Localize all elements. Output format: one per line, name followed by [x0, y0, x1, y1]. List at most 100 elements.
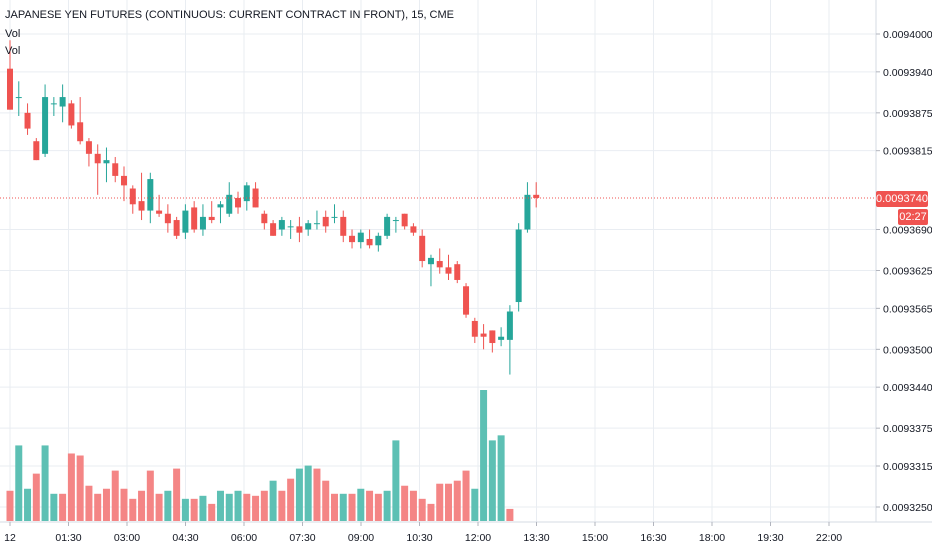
- candle-body: [164, 213, 171, 224]
- candle: [278, 216, 285, 236]
- candle: [42, 84, 49, 157]
- candle: [138, 172, 145, 221]
- candle: [384, 213, 391, 239]
- price-tick-label: 0.0093875: [883, 108, 932, 120]
- candle-body: [77, 122, 84, 142]
- candle: [121, 166, 128, 202]
- volume-bar: [313, 468, 321, 521]
- candle-body: [445, 267, 452, 274]
- volume-bar: [67, 453, 75, 521]
- candle: [454, 261, 461, 284]
- candle-body: [112, 163, 119, 176]
- price-tick-label: 0.0093815: [883, 146, 932, 158]
- candle: [252, 182, 259, 208]
- volume-bar: [383, 490, 391, 521]
- candle-body: [270, 223, 277, 236]
- volume-bar: [392, 440, 400, 521]
- price-tick-label: 0.0093940: [883, 67, 932, 79]
- time-axis[interactable]: 12 01:30 03:00 04:30 06:00 07:30 09:00 10:30 12:…: [4, 522, 842, 544]
- candle: [524, 182, 531, 233]
- volume-bar: [146, 470, 154, 521]
- candle: [515, 223, 522, 312]
- candle-body: [515, 229, 522, 303]
- volume-bar: [32, 473, 40, 521]
- candle-body: [305, 223, 312, 230]
- time-tick-label: 07:30: [289, 532, 315, 544]
- candle: [471, 317, 478, 344]
- volume-bar: [6, 490, 14, 521]
- candle-body: [94, 153, 101, 164]
- candle-body: [524, 194, 531, 230]
- volume-bar: [164, 490, 172, 521]
- volume-bar: [453, 480, 461, 521]
- volume-bar: [199, 495, 207, 521]
- price-tick-label: 0.0093625: [883, 266, 932, 278]
- candle: [287, 220, 294, 239]
- time-tick-label: 16:30: [640, 532, 666, 544]
- candle-body: [454, 264, 461, 280]
- candle: [296, 216, 303, 243]
- candle-body: [392, 220, 399, 222]
- volume-bar: [506, 508, 514, 521]
- candle-body: [436, 261, 443, 268]
- volume-bar: [234, 490, 242, 521]
- volume-bar: [59, 493, 67, 521]
- volume-bar: [94, 493, 102, 521]
- volume-bar: [462, 470, 470, 521]
- candle-body: [384, 216, 391, 236]
- volume-bar: [120, 488, 128, 521]
- candle: [85, 138, 92, 167]
- candle-body: [366, 238, 373, 246]
- volume-bar: [287, 478, 295, 521]
- candle: [305, 220, 312, 236]
- symbol-title[interactable]: JAPANESE YEN FUTURES (CONTINUOUS: CURREN…: [5, 9, 455, 21]
- volume-bar: [295, 468, 303, 521]
- candle: [331, 204, 338, 224]
- candle: [419, 229, 426, 268]
- candle: [445, 254, 452, 280]
- volume-bar: [339, 493, 347, 521]
- volume-bar: [243, 493, 251, 521]
- chart-grid: [0, 0, 876, 522]
- candle: [375, 232, 382, 252]
- volume-bar: [190, 498, 198, 521]
- candle: [366, 229, 373, 249]
- volume-legend-label[interactable]: Vol: [5, 45, 21, 57]
- volume-bar: [225, 493, 233, 521]
- volume-bar: [24, 488, 32, 521]
- candle: [322, 210, 329, 233]
- candle-body: [7, 68, 13, 110]
- candle: [349, 229, 356, 249]
- candle: [191, 201, 198, 233]
- candle-body: [357, 232, 364, 243]
- bar-countdown-badge: 02:27: [898, 209, 928, 225]
- candle: [94, 144, 101, 195]
- candle-body: [24, 112, 31, 129]
- candle-body: [296, 226, 303, 233]
- volume-bar: [269, 480, 277, 521]
- time-tick-label: 06:00: [231, 532, 257, 544]
- candle-body: [533, 194, 540, 198]
- candle-body: [217, 204, 224, 208]
- candle-body: [226, 194, 233, 214]
- price-axis[interactable]: 0.0094000 0.0093940 0.0093875 0.0093815 0.00…: [876, 29, 932, 514]
- volume-bar: [102, 488, 110, 521]
- candle-body: [410, 226, 417, 233]
- candle-body: [59, 97, 66, 107]
- price-tick-label: 0.0093440: [883, 382, 932, 394]
- volume-bar: [252, 495, 260, 521]
- time-tick-label: 22:00: [816, 532, 842, 544]
- volume-bar: [374, 493, 382, 521]
- candle: [243, 182, 250, 211]
- candle-body: [138, 201, 145, 211]
- volume-legend-label[interactable]: Vol: [5, 28, 21, 40]
- candle-body: [33, 141, 40, 161]
- candle-body: [480, 333, 487, 337]
- candle: [313, 210, 320, 230]
- candle: [173, 216, 180, 239]
- candle: [77, 97, 84, 145]
- volume-bar: [304, 465, 312, 521]
- time-tick-label: 12: [4, 532, 16, 544]
- volume-bar: [41, 445, 49, 521]
